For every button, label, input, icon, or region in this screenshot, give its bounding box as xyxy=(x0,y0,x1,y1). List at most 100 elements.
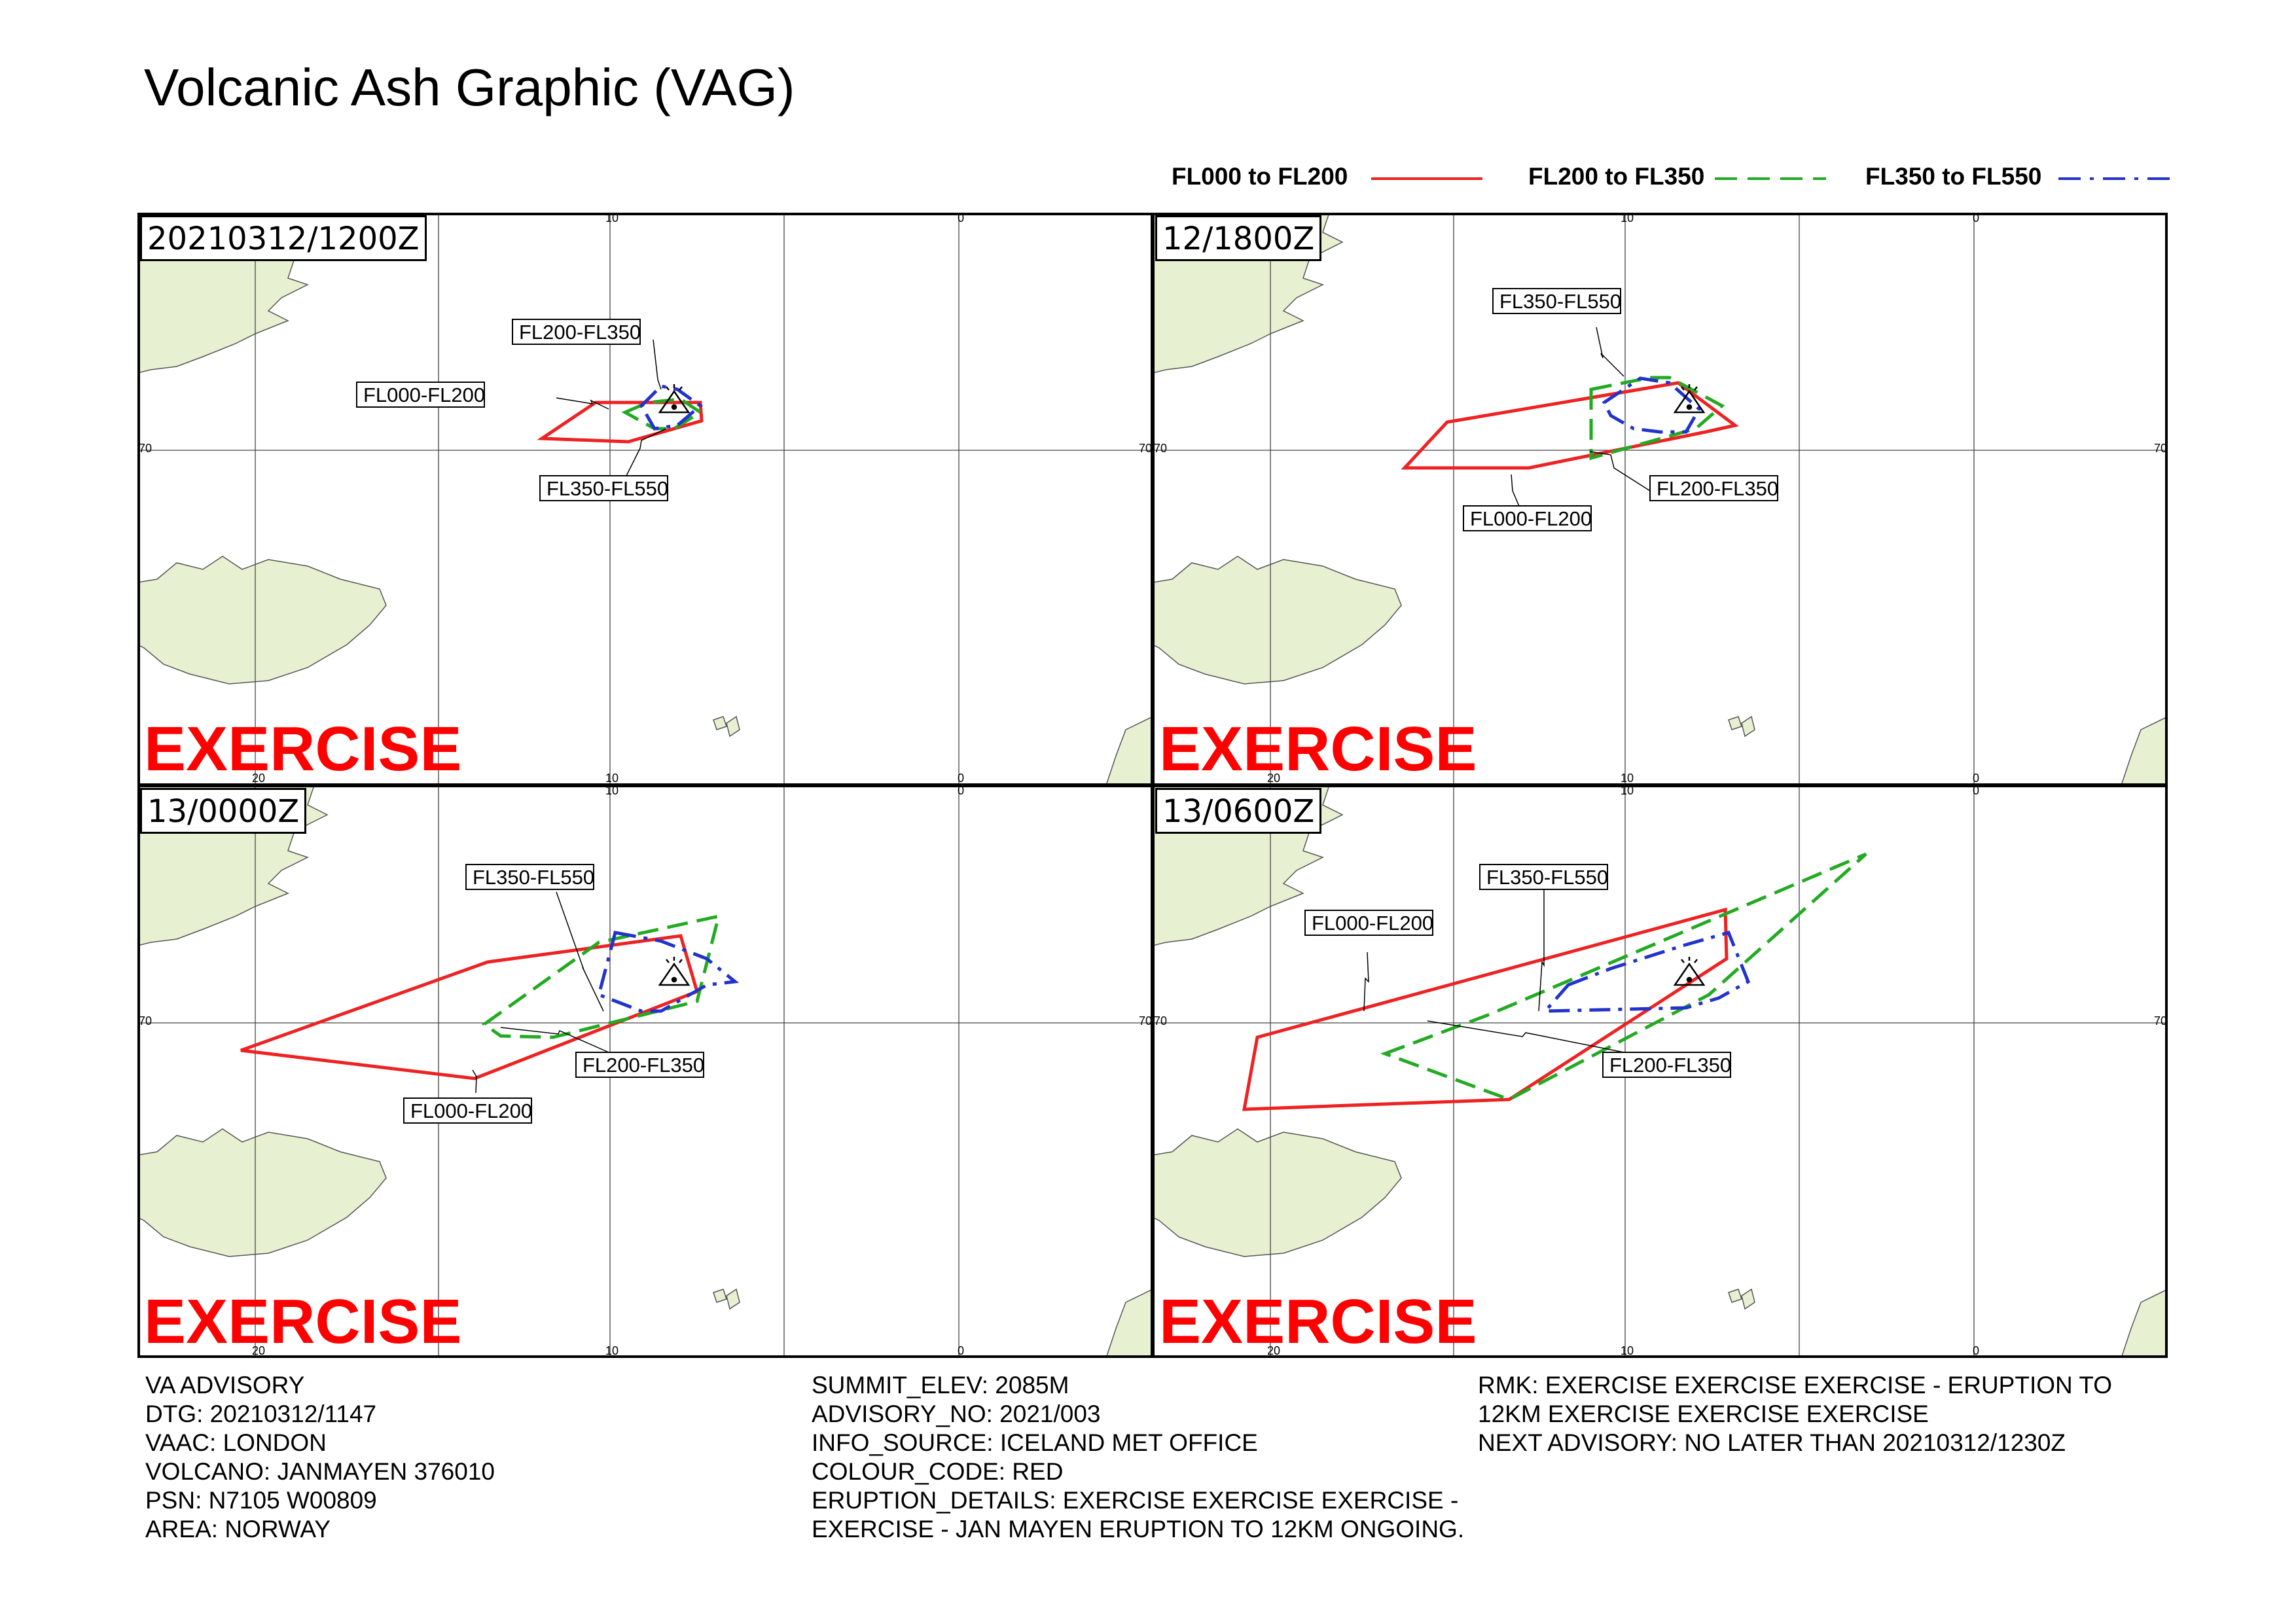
callout-fl200-fl350: FL200-FL350 xyxy=(575,1052,704,1078)
map-canvas: 10 0 20 10 0 70 70 xyxy=(137,785,1153,1358)
callout-fl000-fl200: FL000-FL200 xyxy=(356,382,485,408)
advisory-line: VAAC: LONDON xyxy=(145,1429,327,1456)
callout-label: FL350-FL550 xyxy=(473,866,594,889)
lat-label: 70 xyxy=(139,442,152,455)
grid-labels: 10 0 20 10 0 70 70 xyxy=(1154,785,2167,1357)
ash-area-fl350-fl550 xyxy=(639,384,704,431)
iceland-landmass xyxy=(137,1128,387,1257)
norway-coast xyxy=(1105,716,1153,785)
panel-frame xyxy=(137,213,2168,1358)
grid-labels: 10 0 20 10 0 70 70 xyxy=(1154,213,2167,785)
advisory-line: DTG: 20210312/1147 xyxy=(145,1400,377,1427)
callout-label: FL000-FL200 xyxy=(410,1099,532,1122)
faroe-islands xyxy=(713,715,740,738)
map-panel-4: 10 0 20 10 0 70 70 xyxy=(1153,785,2168,1358)
leader-lines xyxy=(556,339,667,476)
ash-area-fl200-fl350 xyxy=(1380,852,1867,1101)
callout-label: FL200-FL350 xyxy=(1609,1054,1731,1077)
callout-fl000-fl200: FL000-FL200 xyxy=(403,1097,532,1124)
ash-area-fl000-fl200 xyxy=(240,934,700,1080)
advisory-line: VA ADVISORY xyxy=(145,1372,305,1399)
advisory-column-2: SUMMIT_ELEV: 2085M ADVISORY_NO: 2021/003… xyxy=(812,1371,1464,1544)
advisory-line: ERUPTION_DETAILS: EXERCISE EXERCISE EXER… xyxy=(812,1487,1459,1514)
lon-label: 10 xyxy=(605,785,619,797)
lat-label: 70 xyxy=(1154,1014,1167,1027)
lon-label: 10 xyxy=(605,1344,619,1357)
lon-label: 20 xyxy=(1267,1344,1280,1357)
faroe-islands xyxy=(713,1288,740,1310)
leader-lines xyxy=(1363,889,1624,1053)
faroe-islands xyxy=(1728,715,1755,738)
panel-time-label: 12/1800Z xyxy=(1155,215,1322,261)
iceland-landmass xyxy=(137,556,387,685)
callout-label: FL000-FL200 xyxy=(363,383,485,406)
callout-fl350-fl550: FL350-FL550 xyxy=(1492,288,1621,314)
advisory-line: 12KM EXERCISE EXERCISE EXERCISE xyxy=(1478,1400,1929,1427)
callout-label: FL200-FL350 xyxy=(583,1054,704,1077)
advisory-column-1: VA ADVISORY DTG: 20210312/1147 VAAC: LON… xyxy=(145,1371,495,1544)
panel-time-label: 13/0600Z xyxy=(1155,788,1322,834)
ash-area-fl200-fl350 xyxy=(1589,376,1725,461)
callout-fl000-fl200: FL000-FL200 xyxy=(1463,505,1592,531)
lon-label: 20 xyxy=(1267,772,1280,785)
lon-label: 10 xyxy=(1621,785,1634,797)
map-panel-3: 10 0 20 10 0 70 70 xyxy=(137,785,1153,1358)
lon-label: 0 xyxy=(1973,213,1979,224)
lon-label: 10 xyxy=(605,772,619,785)
callout-label: FL000-FL200 xyxy=(1312,912,1433,935)
advisory-line: ADVISORY_NO: 2021/003 xyxy=(812,1400,1101,1427)
volcano-symbol xyxy=(658,957,691,986)
callout-label: FL350-FL550 xyxy=(1486,866,1608,889)
lat-label: 70 xyxy=(2154,442,2167,455)
advisory-line: RMK: EXERCISE EXERCISE EXERCISE - ERUPTI… xyxy=(1478,1372,2113,1399)
callout-fl200-fl350: FL200-FL350 xyxy=(1602,1052,1731,1078)
callout-fl200-fl350: FL200-FL350 xyxy=(512,319,641,345)
advisory-line: PSN: N7105 W00809 xyxy=(145,1487,377,1514)
page-title: Volcanic Ash Graphic (VAG) xyxy=(144,58,795,116)
lon-label: 20 xyxy=(252,1344,265,1357)
callout-fl350-fl550: FL350-FL550 xyxy=(539,475,668,501)
callout-label: FL350-FL550 xyxy=(1499,290,1621,313)
map-canvas: 10 0 20 10 0 70 70 xyxy=(137,213,1153,785)
lon-label: 10 xyxy=(1621,213,1634,224)
advisory-line: NEXT ADVISORY: NO LATER THAN 20210312/12… xyxy=(1478,1429,2066,1456)
legend-line-solid xyxy=(1371,177,1482,180)
lon-label: 20 xyxy=(252,772,265,785)
callout-label: FL200-FL350 xyxy=(1657,477,1778,500)
legend-label: FL350 to FL550 xyxy=(1865,163,2042,190)
ash-area-fl000-fl200 xyxy=(1401,381,1739,470)
lon-label: 10 xyxy=(1621,772,1634,785)
callout-label: FL200-FL350 xyxy=(519,321,641,344)
volcano-symbol xyxy=(1673,384,1706,414)
iceland-landmass xyxy=(1153,556,1402,685)
ash-area-fl350-fl550 xyxy=(597,931,740,1013)
lat-label: 70 xyxy=(1139,442,1152,455)
panel-time-label: 20210312/1200Z xyxy=(140,215,427,261)
map-panel-2: 10 0 20 10 0 70 70 xyxy=(1153,213,2168,785)
advisory-line: EXERCISE - JAN MAYEN ERUPTION TO 12KM ON… xyxy=(812,1516,1465,1543)
lat-label: 70 xyxy=(2154,1014,2167,1027)
lat-label: 70 xyxy=(1139,1014,1152,1027)
legend: FL000 to FL200 FL200 to FL350 FL350 to F… xyxy=(1172,160,2170,193)
exercise-watermark: EXERCISE xyxy=(144,714,462,784)
lon-label: 0 xyxy=(958,1344,964,1357)
callout-fl350-fl550: FL350-FL550 xyxy=(465,864,594,890)
exercise-watermark: EXERCISE xyxy=(1159,714,1477,784)
advisory-line: AREA: NORWAY xyxy=(145,1516,331,1543)
lon-label: 0 xyxy=(1973,1344,1979,1357)
exercise-watermark: EXERCISE xyxy=(1159,1287,1477,1357)
norway-coast xyxy=(1105,1289,1153,1358)
callout-label: FL350-FL550 xyxy=(547,477,668,500)
lon-label: 0 xyxy=(958,772,964,785)
advisory-line: VOLCANO: JANMAYEN 376010 xyxy=(145,1458,495,1485)
exercise-watermark: EXERCISE xyxy=(144,1287,462,1357)
advisory-column-3: RMK: EXERCISE EXERCISE EXERCISE - ERUPTI… xyxy=(1478,1371,2112,1457)
graticule xyxy=(1153,213,2168,785)
lon-label: 0 xyxy=(1973,785,1979,797)
legend-label: FL200 to FL350 xyxy=(1528,163,1705,190)
map-grid: 10 0 20 10 0 70 70 xyxy=(137,213,2168,1358)
norway-coast xyxy=(2121,716,2168,785)
ash-area-fl350-fl550 xyxy=(1602,376,1702,434)
lon-label: 0 xyxy=(958,213,964,224)
faroe-islands xyxy=(1728,1288,1755,1310)
